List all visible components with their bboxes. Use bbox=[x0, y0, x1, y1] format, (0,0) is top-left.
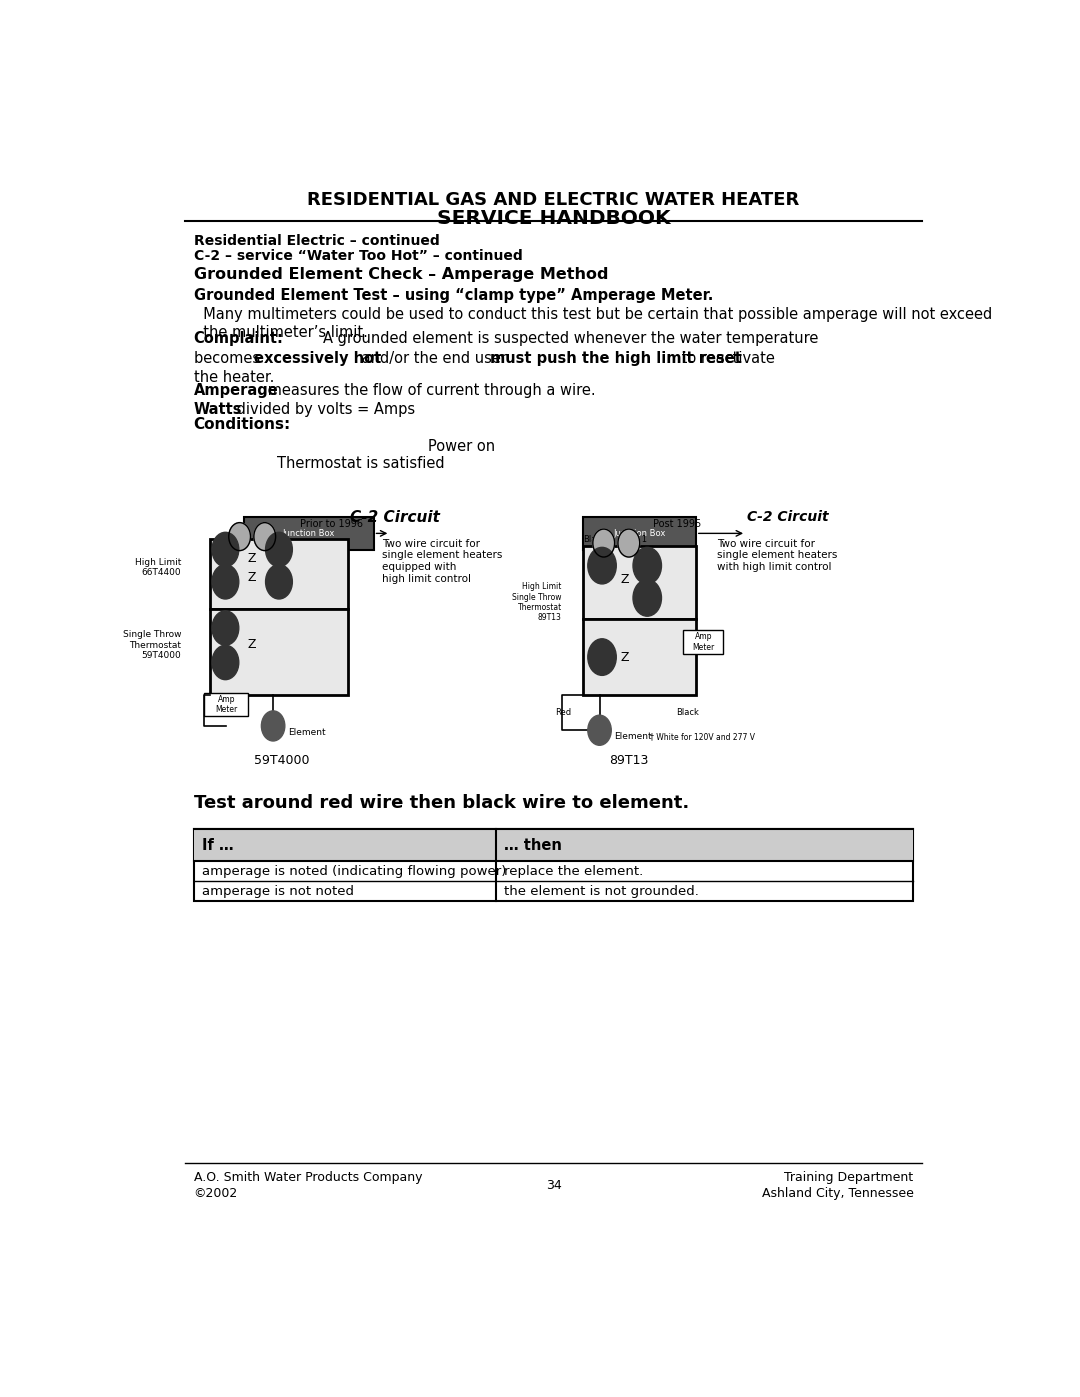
Text: Black: Black bbox=[676, 708, 699, 717]
FancyBboxPatch shape bbox=[684, 630, 724, 654]
Text: Grounded Element Test – using “clamp type” Amperage Meter.: Grounded Element Test – using “clamp typ… bbox=[193, 288, 713, 303]
Text: Single Throw
Thermostat
59T4000: Single Throw Thermostat 59T4000 bbox=[122, 630, 181, 661]
Text: ©2002: ©2002 bbox=[193, 1187, 238, 1200]
Text: High Limit
66T4400: High Limit 66T4400 bbox=[135, 557, 181, 577]
Text: High Limit
Single Throw
Thermostat
89T13: High Limit Single Throw Thermostat 89T13 bbox=[512, 583, 562, 622]
Text: Test around red wire then black wire to element.: Test around red wire then black wire to … bbox=[193, 793, 689, 812]
FancyBboxPatch shape bbox=[583, 546, 696, 619]
Circle shape bbox=[266, 532, 293, 567]
Text: Amp
Meter: Amp Meter bbox=[215, 694, 238, 714]
Circle shape bbox=[261, 711, 285, 740]
Text: L3: L3 bbox=[640, 560, 653, 570]
Text: If …: If … bbox=[202, 838, 233, 852]
Text: Ashland City, Tennessee: Ashland City, Tennessee bbox=[761, 1187, 914, 1200]
Text: amperage is not noted: amperage is not noted bbox=[202, 884, 354, 898]
FancyBboxPatch shape bbox=[193, 830, 914, 901]
Circle shape bbox=[212, 610, 239, 645]
Text: Z: Z bbox=[248, 637, 256, 651]
Text: becomes: becomes bbox=[193, 351, 265, 366]
Circle shape bbox=[633, 580, 661, 616]
Text: the multimeter’s limit.: the multimeter’s limit. bbox=[193, 324, 367, 339]
Text: … then: … then bbox=[504, 838, 563, 852]
Text: Many multimeters could be used to conduct this test but be certain that possible: Many multimeters could be used to conduc… bbox=[193, 307, 991, 323]
Text: Complaint:: Complaint: bbox=[193, 331, 283, 346]
Text: Training Department: Training Department bbox=[784, 1171, 914, 1185]
Text: divided by volts = Amps: divided by volts = Amps bbox=[232, 402, 415, 418]
Text: Amp
Meter: Amp Meter bbox=[692, 633, 715, 652]
Text: 2: 2 bbox=[221, 577, 229, 587]
Text: Thermostat is satisfied: Thermostat is satisfied bbox=[278, 455, 445, 471]
FancyBboxPatch shape bbox=[583, 517, 696, 549]
Text: the heater.: the heater. bbox=[193, 370, 274, 384]
Text: Grounded Element Check – Amperage Method: Grounded Element Check – Amperage Method bbox=[193, 267, 608, 282]
Text: Red: Red bbox=[555, 708, 571, 717]
Text: excessively hot: excessively hot bbox=[254, 351, 381, 366]
Text: 89T13: 89T13 bbox=[609, 754, 648, 767]
Circle shape bbox=[633, 548, 661, 584]
Text: must push the high limit reset: must push the high limit reset bbox=[490, 351, 742, 366]
Text: L1: L1 bbox=[595, 560, 608, 570]
Circle shape bbox=[593, 529, 615, 557]
FancyBboxPatch shape bbox=[211, 539, 349, 609]
Text: 4: 4 bbox=[275, 577, 283, 587]
Text: 1: 1 bbox=[221, 623, 229, 633]
Text: A grounded element is suspected whenever the water temperature: A grounded element is suspected whenever… bbox=[323, 331, 819, 346]
Text: 59T4000: 59T4000 bbox=[254, 754, 309, 767]
Text: to reactivate: to reactivate bbox=[677, 351, 775, 366]
Text: Power on: Power on bbox=[428, 439, 495, 454]
Circle shape bbox=[588, 548, 617, 584]
Text: Residential Electric – continued: Residential Electric – continued bbox=[193, 235, 440, 249]
Text: Two wire circuit for
single element heaters
with high limit control: Two wire circuit for single element heat… bbox=[717, 539, 837, 571]
Text: Z: Z bbox=[248, 571, 256, 584]
Circle shape bbox=[212, 564, 239, 599]
FancyBboxPatch shape bbox=[211, 609, 349, 694]
Text: T2: T2 bbox=[595, 652, 609, 662]
Text: Z: Z bbox=[248, 552, 256, 564]
FancyBboxPatch shape bbox=[583, 619, 696, 694]
Text: Z: Z bbox=[620, 573, 629, 587]
Text: C-2 Circuit: C-2 Circuit bbox=[747, 510, 828, 524]
Text: Amperage: Amperage bbox=[193, 383, 279, 398]
Text: 3: 3 bbox=[275, 545, 283, 555]
Text: amperage is noted (indicating flowing power): amperage is noted (indicating flowing po… bbox=[202, 865, 507, 877]
FancyBboxPatch shape bbox=[244, 517, 374, 549]
Text: Conditions:: Conditions: bbox=[193, 418, 291, 432]
Circle shape bbox=[266, 564, 293, 599]
Text: † White for 120V and 277 V: † White for 120V and 277 V bbox=[650, 732, 755, 742]
Text: Element: Element bbox=[615, 732, 652, 742]
Text: RESIDENTIAL GAS AND ELECTRIC WATER HEATER: RESIDENTIAL GAS AND ELECTRIC WATER HEATE… bbox=[308, 191, 799, 210]
Text: C-2 – service “Water Too Hot” – continued: C-2 – service “Water Too Hot” – continue… bbox=[193, 250, 523, 264]
Text: 1: 1 bbox=[221, 545, 229, 555]
Circle shape bbox=[618, 529, 639, 557]
Text: 2: 2 bbox=[221, 658, 229, 668]
Text: Junction Box: Junction Box bbox=[613, 529, 665, 538]
Text: Prior to 1996: Prior to 1996 bbox=[300, 520, 363, 529]
Circle shape bbox=[588, 638, 617, 675]
FancyBboxPatch shape bbox=[204, 693, 248, 717]
Text: Red 1: Red 1 bbox=[623, 535, 647, 545]
Text: 34: 34 bbox=[545, 1179, 562, 1192]
Text: the element is not grounded.: the element is not grounded. bbox=[504, 884, 699, 898]
Text: and/or the end user: and/or the end user bbox=[356, 351, 512, 366]
Text: measures the flow of current through a wire.: measures the flow of current through a w… bbox=[264, 383, 596, 398]
Text: SERVICE HANDBOOK: SERVICE HANDBOOK bbox=[436, 208, 671, 228]
Text: Junction Box: Junction Box bbox=[283, 529, 335, 538]
Circle shape bbox=[588, 715, 611, 745]
Text: Z: Z bbox=[620, 651, 629, 664]
Text: C-2 Circuit: C-2 Circuit bbox=[350, 510, 440, 525]
Circle shape bbox=[212, 645, 239, 680]
FancyBboxPatch shape bbox=[193, 830, 914, 862]
Text: A.O. Smith Water Products Company: A.O. Smith Water Products Company bbox=[193, 1171, 422, 1185]
Text: Post 1995: Post 1995 bbox=[653, 520, 702, 529]
Circle shape bbox=[229, 522, 251, 550]
Circle shape bbox=[254, 522, 275, 550]
Text: Two wire circuit for
single element heaters
equipped with
high limit control: Two wire circuit for single element heat… bbox=[382, 539, 502, 584]
Text: Black: Black bbox=[583, 535, 606, 545]
Circle shape bbox=[212, 532, 239, 567]
Text: L4: L4 bbox=[640, 592, 653, 604]
Text: Element: Element bbox=[288, 728, 326, 736]
Text: Watts: Watts bbox=[193, 402, 242, 418]
Text: replace the element.: replace the element. bbox=[504, 865, 644, 877]
